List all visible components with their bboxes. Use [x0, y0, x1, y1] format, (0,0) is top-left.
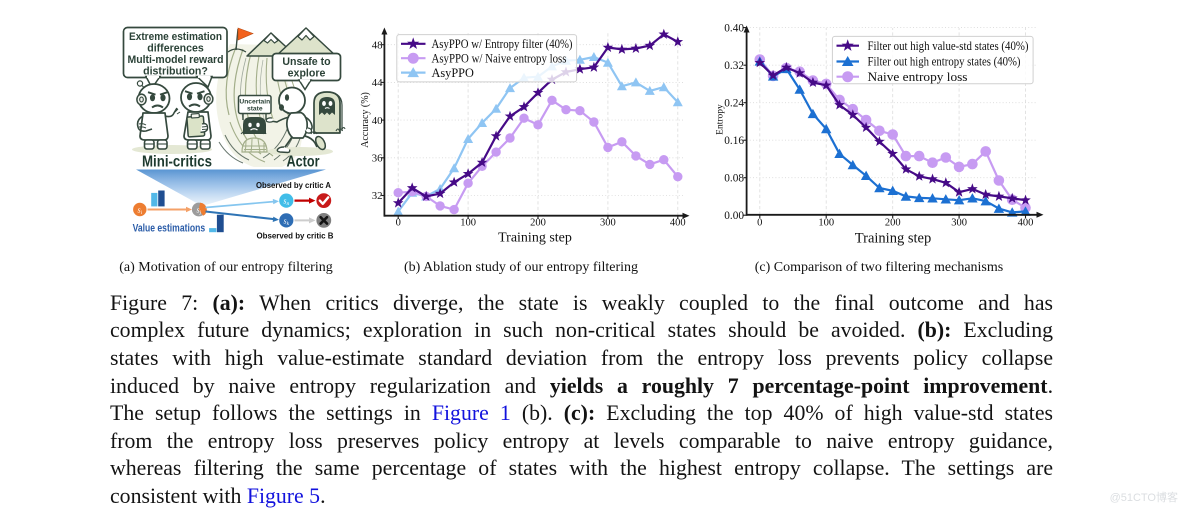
svg-text:explore: explore	[288, 68, 326, 80]
svg-text:Uncertain: Uncertain	[239, 98, 270, 105]
svg-text:AsyPPO w/ Entropy filter (40%): AsyPPO w/ Entropy filter (40%)	[432, 37, 573, 51]
svg-text:Observed by critic A: Observed by critic A	[256, 181, 331, 190]
svg-text:32: 32	[372, 190, 383, 202]
svg-text:sn: sn	[283, 197, 289, 208]
svg-text:AsyPPO w/ Naive entropy loss: AsyPPO w/ Naive entropy loss	[432, 51, 567, 65]
svg-text:AsyPPO: AsyPPO	[432, 66, 474, 80]
svg-text:Entropy: Entropy	[716, 104, 726, 135]
svg-text:300: 300	[951, 218, 967, 229]
svg-text:Filter out high entropy states: Filter out high entropy states (40%)	[868, 55, 1021, 69]
svg-text:distribution?: distribution?	[143, 66, 208, 78]
svg-text:Unsafe to: Unsafe to	[282, 56, 331, 68]
svg-text:44: 44	[372, 77, 383, 89]
svg-text:state: state	[247, 106, 263, 113]
svg-text:Naive entropy loss: Naive entropy loss	[868, 70, 968, 84]
svg-text:0.08: 0.08	[724, 173, 744, 185]
svg-text:Training step: Training step	[855, 231, 931, 247]
svg-text:sj: sj	[196, 206, 201, 217]
svg-text:48: 48	[372, 39, 383, 51]
svg-text:Multi-model reward: Multi-model reward	[128, 54, 224, 66]
svg-text:0.32: 0.32	[724, 60, 744, 72]
svg-text:si: si	[137, 206, 142, 217]
svg-text:Mini-critics: Mini-critics	[142, 154, 212, 171]
svg-text:0: 0	[396, 218, 401, 229]
svg-text:400: 400	[670, 218, 686, 229]
svg-text:Observed by critic B: Observed by critic B	[257, 232, 334, 241]
svg-text:200: 200	[530, 218, 546, 229]
svg-text:36: 36	[372, 153, 383, 165]
svg-text:0.40: 0.40	[724, 23, 744, 35]
svg-text:Training step: Training step	[498, 231, 572, 246]
svg-text:100: 100	[818, 218, 834, 229]
svg-text:0: 0	[757, 218, 762, 229]
svg-text:Actor: Actor	[287, 154, 320, 171]
svg-text:sk: sk	[284, 217, 290, 228]
svg-text:Accuracy (%): Accuracy (%)	[360, 92, 371, 148]
svg-text:40: 40	[372, 115, 383, 127]
svg-text:Filter out high value-std stat: Filter out high value-std states (40%)	[868, 39, 1029, 53]
svg-text:100: 100	[460, 218, 476, 229]
svg-text:Value estimations: Value estimations	[133, 222, 206, 234]
svg-text:400: 400	[1018, 218, 1034, 229]
svg-text:0.00: 0.00	[724, 210, 744, 222]
svg-text:differences: differences	[147, 43, 204, 55]
svg-text:0.16: 0.16	[724, 135, 744, 147]
svg-text:300: 300	[600, 218, 616, 229]
svg-text:200: 200	[885, 218, 901, 229]
svg-text:0.24: 0.24	[724, 98, 744, 110]
svg-text:Extreme estimation: Extreme estimation	[129, 31, 222, 43]
